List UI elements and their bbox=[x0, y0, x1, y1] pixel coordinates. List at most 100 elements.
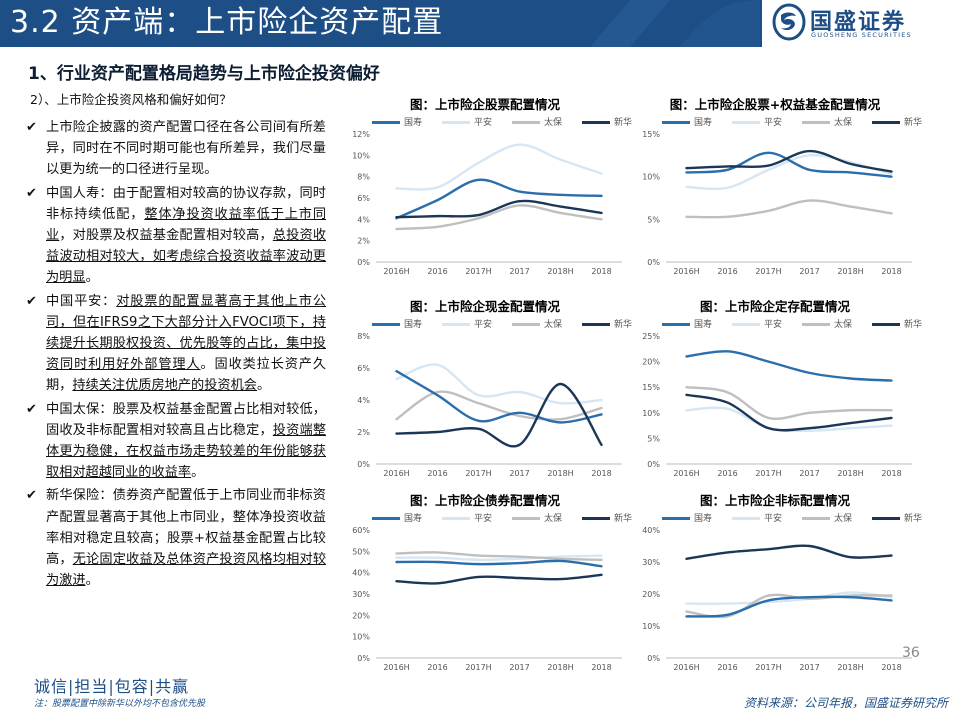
legend-label: 平安 bbox=[764, 320, 783, 330]
y-tick-label: 40% bbox=[352, 569, 370, 578]
brand-name: 国盛证券 bbox=[810, 10, 907, 35]
chart-title: 图：上市险企股票配置情况 bbox=[409, 97, 560, 112]
bullet-text: 。 bbox=[191, 465, 205, 481]
checkmark-icon: ✔ bbox=[26, 120, 37, 135]
x-tick-label: 2017H bbox=[755, 267, 781, 276]
series-line-xinhua bbox=[395, 573, 603, 585]
legend-label: 国寿 bbox=[404, 320, 423, 330]
x-tick-label: 2017 bbox=[509, 267, 529, 276]
y-tick-label: 10% bbox=[352, 633, 370, 642]
x-tick-label: 2018H bbox=[547, 469, 573, 478]
checkmark-icon: ✔ bbox=[26, 293, 37, 309]
legend-swatch bbox=[802, 121, 830, 124]
legend-label: 太保 bbox=[544, 514, 563, 524]
y-tick-label: 10% bbox=[352, 151, 370, 160]
section-subtitle: 1、行业资产配置格局趋势与上市险企投资偏好 bbox=[28, 64, 380, 84]
legend-swatch bbox=[802, 323, 830, 326]
series-line-guoshou bbox=[685, 350, 893, 382]
legend-label: 国寿 bbox=[694, 320, 713, 330]
x-tick-label: 2018 bbox=[881, 663, 901, 672]
y-tick-label: 5% bbox=[647, 434, 660, 443]
legend-label: 新华 bbox=[904, 320, 923, 330]
series-line-taibao bbox=[685, 199, 893, 219]
legend-label: 平安 bbox=[474, 118, 493, 128]
y-tick-label: 10% bbox=[642, 409, 660, 418]
legend-label: 新华 bbox=[904, 514, 923, 524]
bullet-text: 。 bbox=[85, 270, 99, 286]
legend-label: 平安 bbox=[764, 514, 783, 524]
chart-legend: 国寿 平安 太保 新华 bbox=[372, 317, 632, 331]
x-tick-label: 2018H bbox=[837, 267, 863, 276]
y-tick-label: 15% bbox=[642, 383, 660, 392]
y-tick-label: 25% bbox=[642, 332, 660, 341]
x-tick-label: 2017H bbox=[755, 663, 781, 672]
chart-legend: 国寿 平安 太保 新华 bbox=[662, 511, 922, 525]
x-tick-label: 2018 bbox=[591, 663, 611, 672]
footer-slogan: 诚信|担当|包容|共赢 bbox=[34, 677, 190, 696]
series-line-taibao bbox=[685, 386, 893, 420]
chart-plot: 0% 5% 10% 15% 2016H 2016 2017H 2017 2018H 2018 bbox=[642, 130, 912, 276]
x-tick-label: 2016H bbox=[673, 267, 699, 276]
y-tick-label: 0% bbox=[647, 258, 660, 267]
bullet-item: ✔ 中国太保：股票及权益基金配置占比相对较低，固收及非标配置相对较高且占比稳定，投… bbox=[26, 399, 326, 484]
x-tick-label: 2016H bbox=[383, 663, 409, 672]
chart-stock-equity-fund: 图：上市险企股票+权益基金配置情况 国寿 平安 太保 新华 0% 5% 10% 15% 2016H… bbox=[630, 92, 922, 292]
x-tick-label: 2016H bbox=[383, 267, 409, 276]
brand-name-en: GUOSHENG SECURITIES bbox=[811, 31, 912, 39]
legend-swatch bbox=[372, 323, 400, 326]
y-tick-label: 0% bbox=[647, 460, 660, 469]
series-line-xinhua bbox=[395, 199, 603, 219]
series-line-xinhua bbox=[685, 393, 893, 432]
y-tick-label: 5% bbox=[647, 215, 660, 224]
y-tick-label: 0% bbox=[357, 654, 370, 663]
x-tick-label: 2016 bbox=[717, 267, 737, 276]
bullet-item: ✔ 中国人寿：由于配置相对较高的协议存款，同时非标持续低配，整体净投资收益率低于上… bbox=[26, 183, 326, 289]
legend-swatch bbox=[802, 517, 830, 520]
bullet-text: 对股票的配置显著高于其他上市公司，但在IFRS9之下大部分计入FVOCI项下，持… bbox=[46, 293, 327, 373]
checkmark-icon: ✔ bbox=[26, 401, 37, 417]
x-tick-label: 2016H bbox=[383, 469, 409, 478]
y-tick-label: 20% bbox=[352, 611, 370, 620]
page-title: 3.2 资产端：上市险企资产配置 bbox=[10, 5, 444, 40]
x-tick-label: 2018 bbox=[881, 469, 901, 478]
legend-label: 国寿 bbox=[404, 118, 423, 128]
chart-plot: 0% 10% 20% 30% 40% 50% 60% 2016H 2016 2017H 2017 20… bbox=[352, 526, 622, 672]
y-tick-label: 6% bbox=[357, 194, 370, 203]
x-tick-label: 2017 bbox=[799, 469, 819, 478]
chart-bond: 图：上市险企债券配置情况 国寿 平安 太保 新华 0% 10% 20% 30% 40% 50% 60%… bbox=[340, 488, 633, 688]
chart-legend: 国寿 平安 太保 新华 bbox=[662, 317, 922, 331]
x-tick-label: 2017H bbox=[465, 267, 491, 276]
series-line-guoshou bbox=[685, 595, 893, 618]
bullet-list: ✔ 上市险企披露的资产配置口径在各公司间有所差异，同时在不同时期可能也有所差异，我… bbox=[26, 117, 326, 593]
y-tick-label: 6% bbox=[357, 364, 370, 373]
series-line-xinhua bbox=[685, 544, 893, 560]
legend-label: 国寿 bbox=[694, 514, 713, 524]
chart-non-standard: 图：上市险企非标配置情况 国寿 平安 太保 新华 0% 10% 20% 30% 40% 2016H 2… bbox=[630, 488, 922, 688]
series-line-xinhua bbox=[395, 382, 603, 448]
legend-swatch bbox=[732, 121, 760, 124]
legend-swatch bbox=[582, 323, 610, 326]
chart-title: 图：上市险企债券配置情况 bbox=[409, 493, 560, 508]
footer-source: 资料来源：公司年报，国盛证券研究所 bbox=[743, 696, 948, 710]
legend-label: 太保 bbox=[544, 118, 563, 128]
series-line-taibao bbox=[395, 551, 603, 562]
x-tick-label: 2016H bbox=[673, 663, 699, 672]
legend-label: 太保 bbox=[544, 320, 563, 330]
bullet-text: 整体净投资收益率低于上市同业 bbox=[46, 206, 327, 244]
guosheng-logo-icon bbox=[772, 3, 806, 41]
y-tick-label: 15% bbox=[642, 130, 660, 139]
legend-label: 新华 bbox=[614, 514, 633, 524]
bullet-text: 无论固定收益及总体资产投资风格均相对较为激进 bbox=[46, 552, 327, 589]
chart-title: 图：上市险企定存配置情况 bbox=[699, 299, 850, 314]
chart-term-deposit: 图：上市险企定存配置情况 国寿 平安 太保 新华 0% 5% 10% 15% 20% 25% 2016… bbox=[630, 294, 922, 494]
x-tick-label: 2017 bbox=[509, 663, 529, 672]
legend-swatch bbox=[662, 121, 690, 124]
chart-plot: 0% 5% 10% 15% 20% 25% 2016H 2016 2017H 2017 2018H 2… bbox=[642, 332, 912, 478]
legend-swatch bbox=[582, 121, 610, 124]
series-line-pingan bbox=[685, 591, 893, 605]
footer-note: 注：股票配置中除新华以外均不包含优先股 bbox=[34, 699, 206, 709]
series-line-guoshou bbox=[395, 178, 603, 220]
legend-label: 平安 bbox=[474, 514, 493, 524]
legend-swatch bbox=[872, 121, 900, 124]
legend-swatch bbox=[662, 323, 690, 326]
